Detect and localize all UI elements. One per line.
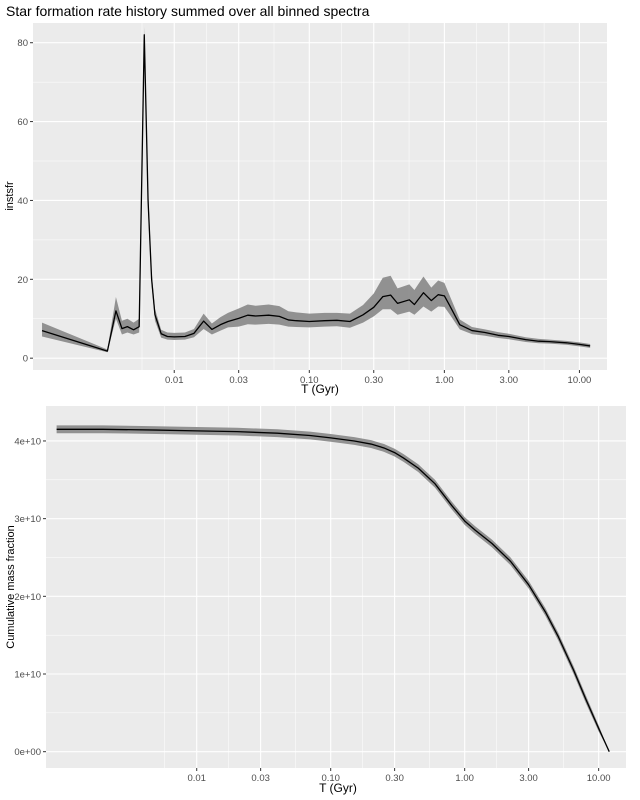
- sfr-panel: 0.01 0.03 0.10 0.30 1.00 3.00 10.00 0 20 40 60 80 T…: [4, 23, 607, 396]
- cumulative-x-tick-label: 0.03: [251, 773, 270, 784]
- cumulative-data-marks: [56, 425, 610, 752]
- cumulative-ticks: 0.01 0.03 0.10 0.30 1.00 3.00 10.00 0e+00 1e+10 2…: [14, 436, 610, 784]
- sfr-x-tick-label: 0.03: [229, 375, 248, 386]
- cumulative-mass-panel: 0.01 0.03 0.10 0.30 1.00 3.00 10.00 0e+00 1e+10 2…: [5, 406, 626, 795]
- cumulative-x-tick-label: 3.00: [519, 773, 538, 784]
- cumulative-y-tick-label: 0e+00: [14, 747, 41, 758]
- cumulative-y-tick-label: 4e+10: [14, 436, 41, 447]
- cumulative-x-axis-title: T (Gyr): [319, 781, 357, 795]
- sfr-data-marks: [41, 26, 591, 353]
- cumulative-x-tick-label: 0.10: [321, 773, 340, 784]
- sfr-x-tick-label: 0.30: [364, 375, 383, 386]
- sfr-y-tick-label: 0: [23, 354, 28, 365]
- sfr-y-tick-label: 80: [17, 38, 28, 49]
- cumulative-y-axis-title: Cumulative mass fraction: [5, 525, 17, 649]
- cumulative-x-tick-label: 10.00: [587, 773, 611, 784]
- cumulative-x-tick-label: 0.01: [187, 773, 206, 784]
- sfr-x-tick-label: 0.10: [300, 375, 319, 386]
- sfr-x-tick-label: 10.00: [568, 375, 592, 386]
- cumulative-x-tick-label: 0.30: [385, 773, 404, 784]
- sfr-y-tick-label: 60: [17, 117, 28, 128]
- cumulative-plot-background: [46, 406, 626, 768]
- cumulative-y-tick-label: 3e+10: [14, 514, 41, 525]
- sfr-y-tick-label: 40: [17, 196, 28, 207]
- sfr-ticks: 0.01 0.03 0.10 0.30 1.00 3.00 10.00 0 20 40 60 80: [17, 38, 591, 386]
- cumulative-x-tick-label: 1.00: [455, 773, 474, 784]
- page-title: Star formation rate history summed over …: [6, 3, 370, 19]
- sfr-y-tick-label: 20: [17, 275, 28, 286]
- sfr-y-axis-title: instsfr: [4, 181, 16, 211]
- cumulative-series-line: [56, 428, 610, 752]
- cumulative-y-tick-label: 2e+10: [14, 592, 41, 603]
- sfr-x-tick-label: 3.00: [500, 375, 519, 386]
- sfr-x-axis-title: T (Gyr): [301, 382, 339, 396]
- cumulative-y-tick-label: 1e+10: [14, 670, 41, 681]
- sfr-x-tick-label: 1.00: [435, 375, 454, 386]
- sfr-series-line: [41, 34, 591, 352]
- sfr-plot-background: [33, 23, 607, 370]
- sfr-x-tick-label: 0.01: [165, 375, 184, 386]
